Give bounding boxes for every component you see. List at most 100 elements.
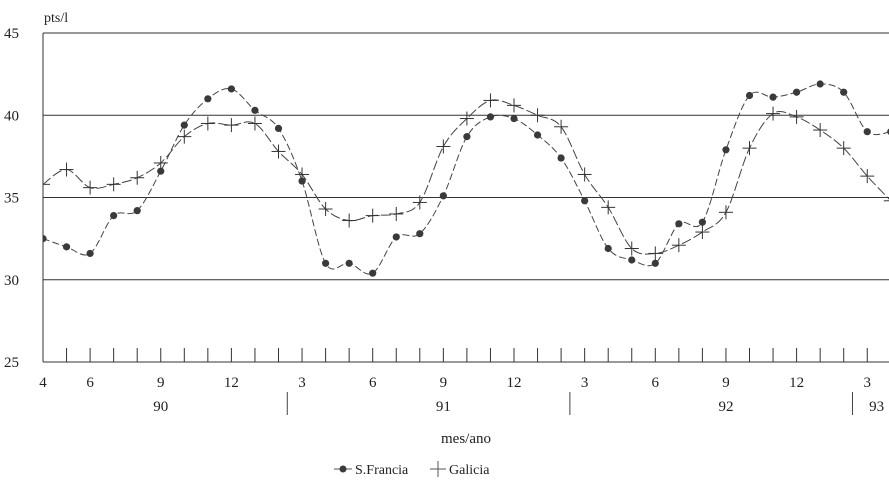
y-tick-label: 45 (4, 26, 19, 42)
data-point-s-francia (345, 259, 353, 267)
data-point-s-francia (416, 230, 424, 238)
legend-dot-icon (339, 465, 347, 473)
x-tick-label: 3 (864, 375, 872, 391)
series-galicia (43, 93, 889, 261)
y-tick-label: 35 (4, 191, 19, 207)
legend-item-galicia: Galicia (430, 461, 490, 478)
x-tick-label: 9 (722, 375, 730, 391)
y-axis-label: pts/l (44, 11, 68, 26)
data-point-galicia (153, 155, 168, 170)
data-point-s-francia (510, 114, 518, 123)
data-point-s-francia (604, 244, 612, 253)
data-point-galicia (459, 111, 474, 126)
data-point-s-francia (274, 124, 283, 133)
data-point-galicia (507, 98, 521, 113)
data-point-s-francia (581, 197, 589, 205)
x-tick-label: 9 (440, 375, 448, 391)
data-point-s-francia (486, 113, 495, 121)
data-point-galicia (43, 177, 50, 192)
x-axis-label: mes/ano (441, 431, 491, 447)
data-point-s-francia (816, 80, 824, 88)
data-point-galicia (365, 208, 380, 223)
data-point-s-francia (698, 218, 707, 226)
year-label: 92 (718, 399, 733, 415)
legend: S.Francia Galicia (334, 461, 490, 478)
legend-label-s-francia: S.Francia (355, 463, 409, 478)
x-tick-label: 9 (157, 375, 165, 391)
data-point-galicia (412, 195, 427, 210)
data-point-s-francia (43, 235, 47, 243)
data-point-s-francia (369, 269, 377, 277)
data-point-galicia (59, 162, 74, 177)
data-point-s-francia (675, 220, 683, 228)
labels: 25 30 35 40 45 4 6 9 12 3 6 9 12 3 6 9 12 3 90 91 92 93 (4, 26, 884, 415)
x-tick-label: 6 (652, 375, 660, 391)
data-point-s-francia (227, 85, 235, 93)
data-point-galicia (83, 180, 98, 195)
data-point-galicia (648, 246, 663, 261)
data-point-s-francia (793, 88, 801, 96)
data-point-galicia (883, 200, 889, 202)
series-s-francia (43, 80, 889, 277)
data-point-galicia (601, 200, 616, 215)
year-label: 91 (436, 399, 451, 415)
legend-label-galicia: Galicia (449, 463, 490, 478)
year-label: 93 (869, 399, 884, 415)
legend-item-s-francia: S.Francia (334, 463, 409, 478)
data-point-s-francia (133, 207, 141, 215)
data-point-galicia (295, 167, 310, 182)
series-layer (43, 80, 889, 277)
data-point-s-francia (557, 154, 565, 162)
data-point-s-francia (863, 128, 871, 136)
series-line (43, 83, 889, 275)
series-line (43, 99, 889, 255)
data-point-s-francia (322, 259, 330, 267)
data-point-galicia (577, 167, 592, 182)
data-point-s-francia (769, 93, 777, 101)
data-point-galicia (318, 202, 333, 217)
data-point-galicia (436, 139, 451, 154)
data-point-s-francia (62, 243, 71, 251)
year-label: 90 (153, 399, 168, 415)
data-point-galicia (483, 93, 498, 108)
data-point-galicia (813, 123, 828, 138)
data-point-galicia (224, 118, 239, 133)
data-point-galicia (742, 141, 757, 156)
data-point-galicia (836, 141, 851, 156)
data-point-galicia (389, 206, 404, 221)
data-point-s-francia (251, 106, 259, 114)
gridlines (43, 32, 889, 281)
data-point-galicia (671, 238, 686, 253)
axes (42, 33, 889, 415)
data-point-galicia (247, 116, 262, 131)
data-point-galicia (554, 119, 569, 134)
y-tick-label: 25 (4, 355, 19, 371)
data-point-s-francia (628, 256, 636, 264)
data-point-galicia (624, 241, 639, 256)
data-point-galicia (200, 116, 215, 131)
y-tick-label: 30 (4, 273, 19, 289)
y-tick-label: 40 (4, 108, 19, 124)
data-point-s-francia (722, 146, 730, 154)
x-tick-label: 6 (369, 375, 377, 391)
data-point-s-francia (204, 95, 212, 103)
data-point-galicia (789, 109, 804, 124)
data-point-s-francia (840, 88, 848, 96)
data-point-s-francia (745, 91, 754, 100)
data-point-galicia (106, 177, 121, 192)
data-point-galicia (860, 169, 875, 184)
x-tick-label: 12 (224, 375, 239, 391)
data-point-galicia (766, 106, 781, 121)
data-point-s-francia (392, 233, 400, 241)
data-point-galicia (718, 205, 733, 220)
data-point-s-francia (439, 192, 447, 200)
x-tick-label: 3 (581, 375, 589, 391)
data-point-galicia (342, 213, 357, 228)
x-tick-label: 3 (298, 375, 306, 391)
x-tick-label: 6 (86, 375, 94, 391)
data-point-galicia (130, 170, 145, 185)
data-point-s-francia (157, 167, 165, 175)
data-point-s-francia (533, 131, 542, 139)
data-point-s-francia (180, 121, 188, 129)
